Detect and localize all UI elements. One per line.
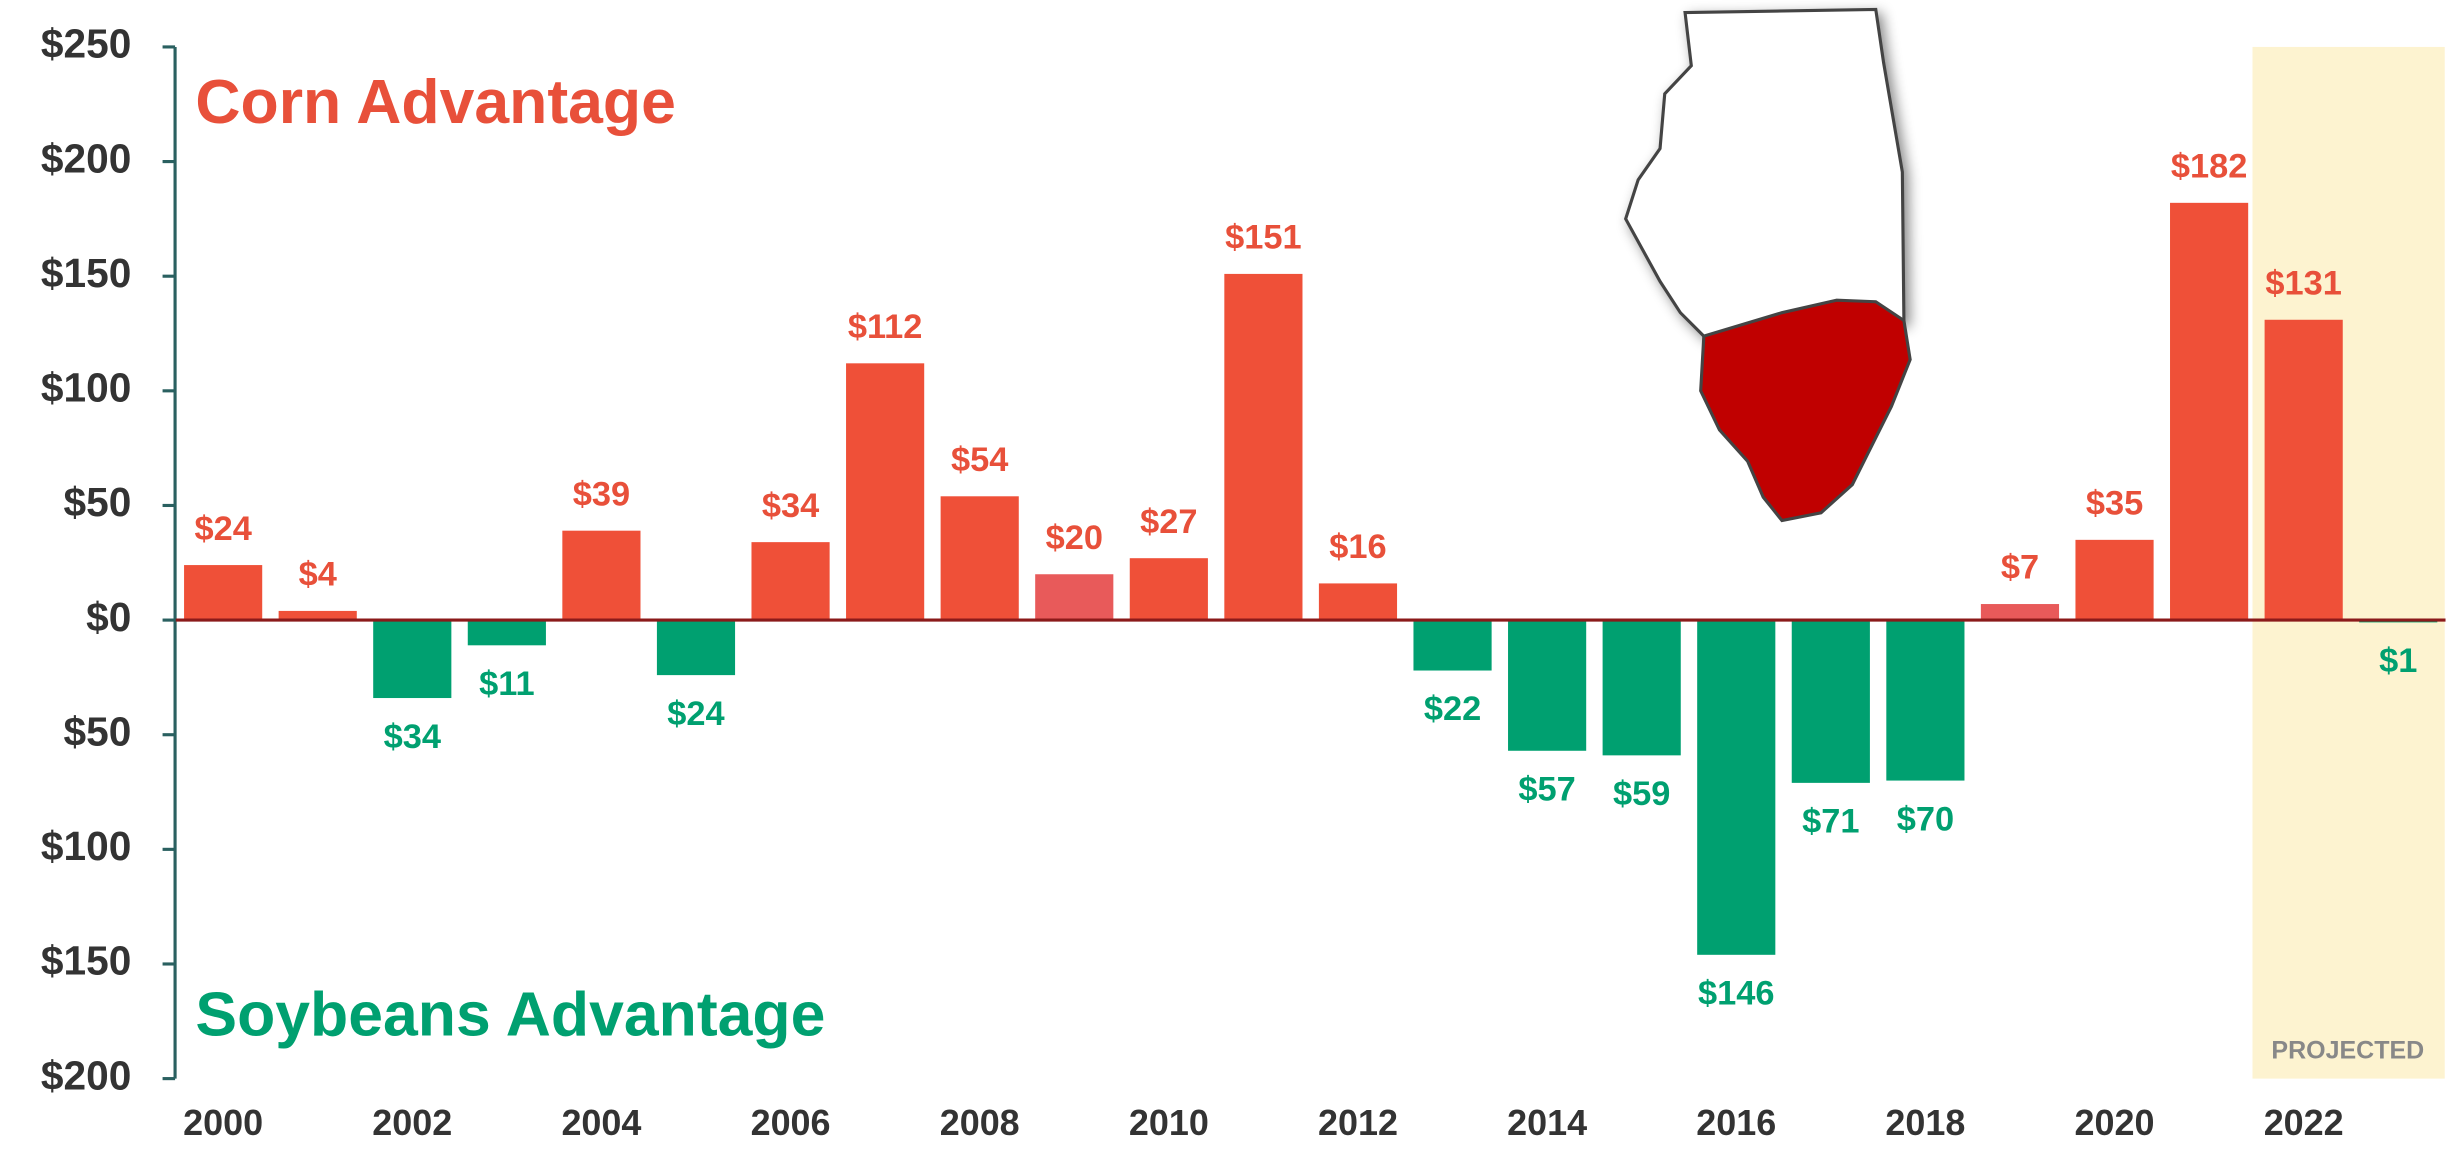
y-tick-label: $50 xyxy=(64,708,132,754)
data-label: $35 xyxy=(2086,485,2143,523)
bar xyxy=(1508,620,1587,751)
y-tick-label: $200 xyxy=(41,1052,131,1098)
projected-label: PROJECTED xyxy=(2271,1037,2424,1065)
data-label: $34 xyxy=(384,718,441,756)
data-label: $24 xyxy=(194,510,251,548)
bar xyxy=(1318,583,1398,621)
bar xyxy=(940,496,1019,621)
x-tick-label: 2008 xyxy=(940,1102,1020,1143)
bar xyxy=(2264,319,2343,621)
data-label: $20 xyxy=(1046,519,1103,557)
bar xyxy=(184,565,263,621)
y-tick-label: $100 xyxy=(41,365,131,411)
x-tick-label: 2004 xyxy=(561,1102,641,1143)
y-tick-label: $0 xyxy=(86,594,131,640)
data-label: $146 xyxy=(1698,975,1774,1013)
bar xyxy=(656,620,736,676)
data-label: $27 xyxy=(1140,503,1197,541)
data-label: $24 xyxy=(667,695,724,733)
x-tick-label: 2010 xyxy=(1129,1102,1209,1143)
data-label: $11 xyxy=(479,665,534,703)
bar xyxy=(1035,574,1114,621)
data-label: $54 xyxy=(951,441,1008,479)
data-label: $71 xyxy=(1802,803,1859,841)
bar xyxy=(467,620,546,646)
soybeans-advantage: Soybeans Advantage xyxy=(195,980,825,1050)
bar xyxy=(751,542,830,621)
bar xyxy=(278,610,357,621)
data-label: $70 xyxy=(1897,800,1954,838)
data-label: $7 xyxy=(2001,549,2039,587)
x-tick-label: 2006 xyxy=(751,1102,831,1143)
data-label: $131 xyxy=(2265,264,2341,302)
bar xyxy=(1224,273,1303,621)
y-tick-label: $150 xyxy=(41,250,131,296)
bar xyxy=(1697,620,1776,955)
data-label: $34 xyxy=(762,487,819,525)
bar xyxy=(1602,620,1681,756)
y-tick-label: $250 xyxy=(41,21,131,67)
data-label: $16 xyxy=(1329,528,1386,566)
x-tick-label: 2002 xyxy=(372,1102,452,1143)
data-label: $39 xyxy=(573,475,630,513)
data-label: $182 xyxy=(2171,148,2247,186)
bar xyxy=(2170,202,2249,621)
bar xyxy=(846,363,925,621)
x-tick-label: 2022 xyxy=(2264,1102,2344,1143)
x-tick-label: 2014 xyxy=(1507,1102,1587,1143)
corn-advantage: Corn Advantage xyxy=(195,67,676,137)
data-label: $112 xyxy=(848,308,923,346)
bar xyxy=(1980,604,2060,621)
bar xyxy=(2075,539,2154,621)
y-tick-label: $150 xyxy=(41,938,131,984)
bar xyxy=(1129,558,1208,621)
bar xyxy=(1791,620,1870,783)
x-tick-label: 2000 xyxy=(183,1102,263,1143)
bar xyxy=(1413,620,1492,671)
y-tick-label: $50 xyxy=(64,479,132,525)
illinois-map xyxy=(1623,7,1912,523)
x-tick-label: 2020 xyxy=(2075,1102,2155,1143)
y-tick-label: $200 xyxy=(41,135,131,181)
bar xyxy=(562,530,641,621)
data-label: $4 xyxy=(299,556,337,594)
x-tick-label: 2012 xyxy=(1318,1102,1398,1143)
data-label: $1 xyxy=(2379,642,2417,680)
bar xyxy=(373,620,452,699)
data-label: $22 xyxy=(1424,690,1481,728)
x-tick-label: 2018 xyxy=(1885,1102,1965,1143)
data-label: $151 xyxy=(1225,219,1301,257)
data-label: $57 xyxy=(1518,770,1575,808)
y-tick-label: $100 xyxy=(41,823,131,869)
data-label: $59 xyxy=(1613,775,1670,813)
x-tick-label: 2016 xyxy=(1696,1102,1776,1143)
bar xyxy=(1886,620,1965,781)
